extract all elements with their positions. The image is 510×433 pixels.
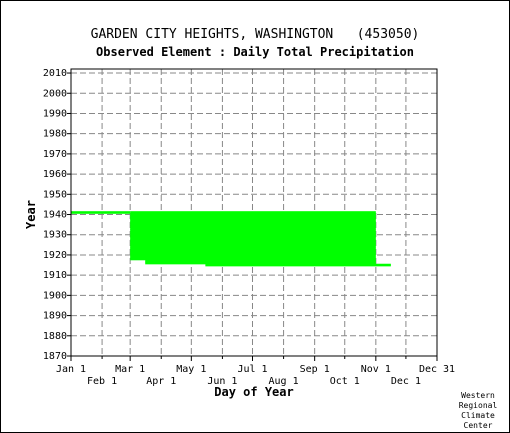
y-axis-ticks: 1870 1880 1890 1900 1910 1920 1930 1940 1950 1960…	[43, 68, 71, 362]
y-tick-label: 1920	[43, 250, 67, 261]
chart-title: GARDEN CITY HEIGHTS, WASHINGTON (453050)	[91, 27, 420, 42]
x-tick-label: May 1	[176, 364, 206, 375]
credit-line-1: Western	[461, 391, 495, 400]
x-tick-label: Nov 1	[361, 364, 391, 375]
y-tick-label: 1900	[43, 290, 67, 301]
observation-bar	[130, 251, 376, 255]
y-tick-label: 1950	[43, 189, 67, 200]
observation-bar	[130, 227, 376, 230]
y-tick-label: 1980	[43, 129, 67, 140]
x-tick-label: Dec 31	[419, 364, 455, 375]
observation-bar	[130, 247, 376, 251]
credit-line-4: Center	[464, 421, 493, 430]
y-tick-label: 1890	[43, 311, 67, 322]
y-tick-label: 2010	[43, 68, 67, 79]
x-minor-tick-label: Apr 1	[146, 376, 176, 387]
y-axis-label: Year	[24, 200, 38, 229]
observation-bar	[130, 245, 376, 249]
observation-bar	[130, 257, 376, 261]
observation-bar	[130, 233, 376, 237]
x-axis-ticks: Jan 1 Mar 1 May 1 Jul 1 Sep 1 Nov 1 Dec 31 Feb …	[56, 356, 455, 387]
y-tick-label: 1910	[43, 270, 67, 281]
y-tick-label: 1880	[43, 331, 67, 342]
y-tick-label: 1990	[43, 108, 67, 119]
x-minor-tick-label: Aug 1	[269, 376, 299, 387]
credit-line-2: Regional	[459, 401, 498, 410]
x-tick-label: Sep 1	[300, 364, 330, 375]
wrcc-credit: Western Regional Climate Center	[459, 391, 498, 430]
y-tick-label: 1870	[43, 351, 67, 362]
chart-subtitle: Observed Element : Daily Total Precipita…	[96, 45, 414, 59]
observation-bar	[130, 217, 376, 220]
y-tick-label: 1960	[43, 169, 67, 180]
x-axis-label: Day of Year	[214, 385, 293, 399]
x-minor-tick-label: Jun 1	[207, 376, 237, 387]
observation-bar	[130, 235, 376, 239]
x-tick-label: Jul 1	[237, 364, 267, 375]
y-tick-label: 1970	[43, 149, 67, 160]
x-minor-tick-label: Feb 1	[87, 376, 117, 387]
observation-bar	[205, 263, 391, 267]
observation-bar	[130, 215, 376, 218]
observation-bar	[130, 241, 376, 245]
observation-bar	[130, 237, 376, 241]
y-tick-label: 1930	[43, 230, 67, 241]
observation-bar	[130, 221, 376, 224]
x-minor-tick-label: Oct 1	[330, 376, 360, 387]
x-tick-label: Mar 1	[115, 364, 145, 375]
observation-bar	[145, 261, 376, 265]
observation-bar	[130, 219, 376, 222]
credit-line-3: Climate	[461, 411, 495, 420]
observation-bar	[71, 211, 131, 214]
y-tick-label: 1940	[43, 210, 67, 221]
observation-bar	[130, 231, 376, 235]
data-marks	[71, 211, 391, 267]
observation-bar	[130, 211, 376, 214]
observation-bar	[130, 249, 376, 253]
observation-bar	[130, 253, 376, 257]
observation-bar	[130, 223, 376, 226]
x-tick-label: Jan 1	[56, 364, 86, 375]
observation-bar	[145, 259, 376, 263]
observation-bar	[130, 229, 376, 233]
observation-bar	[130, 255, 376, 259]
observation-bar	[130, 225, 376, 228]
y-tick-label: 2000	[43, 88, 67, 99]
observation-bar	[130, 239, 376, 243]
plot-area-border	[70, 68, 438, 357]
observation-bar	[130, 243, 376, 247]
observation-bar	[130, 213, 376, 216]
x-minor-tick-label: Dec 1	[391, 376, 421, 387]
